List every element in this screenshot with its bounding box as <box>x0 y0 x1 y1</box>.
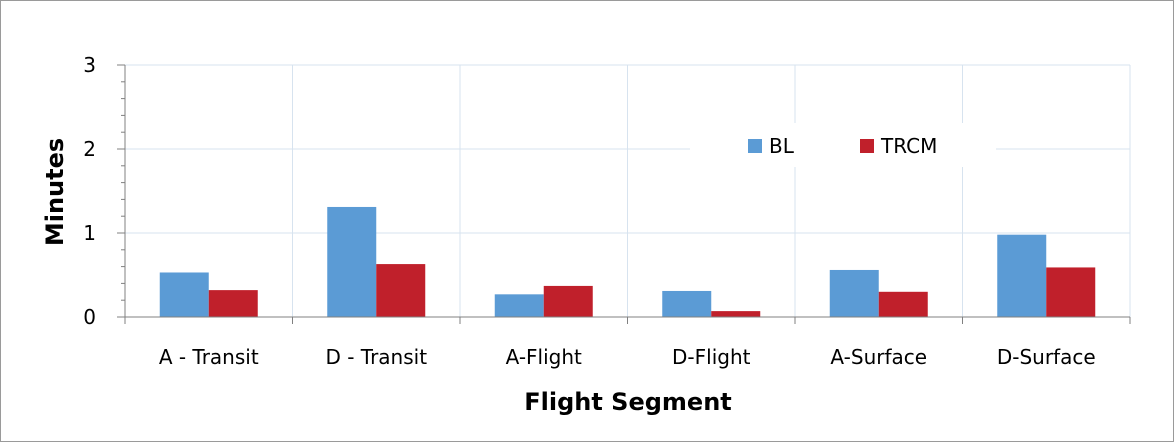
x-tick-label: D-Surface <box>997 345 1096 369</box>
x-tick-label: D - Transit <box>325 345 427 369</box>
bar-bl-d-surface <box>997 234 1047 317</box>
bar-trcm-d-surface <box>1046 267 1096 317</box>
legend-swatch-bl <box>748 139 762 153</box>
y-tick-label: 0 <box>83 305 96 329</box>
x-tick-label: A - Transit <box>159 345 259 369</box>
x-tick-label: A-Flight <box>506 345 582 369</box>
axes <box>117 64 1131 324</box>
legend-label-bl: BL <box>769 134 795 158</box>
bar-trcm-d-flight <box>711 311 761 317</box>
y-tick-labels: 0 1 2 3 <box>83 53 96 329</box>
bar-trcm-a-transit <box>208 290 258 317</box>
legend: BL TRCM <box>690 123 996 167</box>
bar-trcm-a-flight <box>543 285 593 317</box>
x-tick-label: D-Flight <box>672 345 751 369</box>
bar-trcm-d-transit <box>376 264 426 317</box>
bar-bl-a-flight <box>494 294 544 317</box>
y-tick-label: 3 <box>83 53 96 77</box>
legend-background <box>690 123 996 167</box>
legend-swatch-trcm <box>860 139 874 153</box>
y-tick-label: 1 <box>83 221 96 245</box>
y-axis-title: Minutes <box>41 138 69 246</box>
x-axis-title: Flight Segment <box>524 388 732 416</box>
bar-bl-a-surface <box>829 269 879 317</box>
x-tick-label: A-Surface <box>830 345 927 369</box>
bar-trcm-a-surface <box>878 291 928 317</box>
grid-lines <box>125 64 1131 317</box>
bars <box>159 206 1096 317</box>
x-tick-labels: A - Transit D - Transit A-Flight D-Flight A-… <box>159 345 1096 369</box>
legend-label-trcm: TRCM <box>880 134 937 158</box>
y-tick-label: 2 <box>83 137 96 161</box>
bar-bl-d-transit <box>327 206 377 317</box>
bar-bl-a-transit <box>159 272 209 317</box>
bar-bl-d-flight <box>662 290 712 317</box>
